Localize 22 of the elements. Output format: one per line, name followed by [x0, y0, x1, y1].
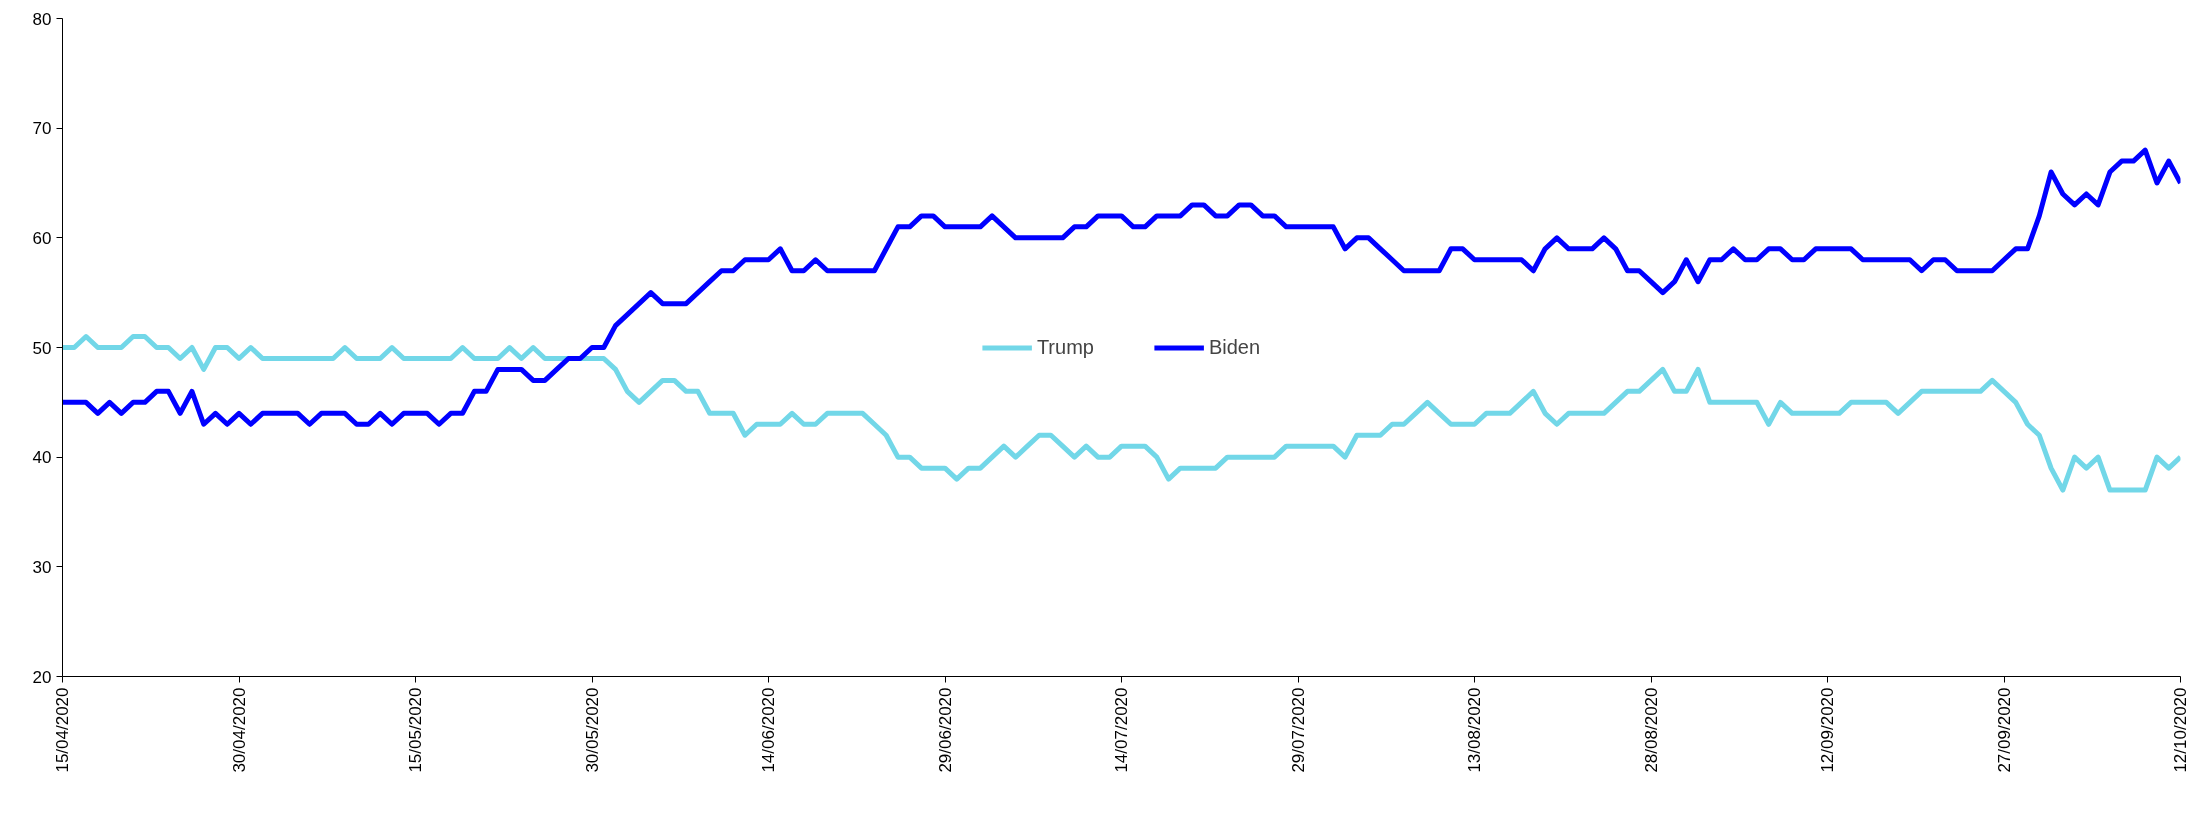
legend-label: Trump — [1036, 335, 1094, 359]
x-tick-label: 14/07/2020 — [1112, 687, 1131, 773]
x-tick-label: 28/08/2020 — [1641, 687, 1661, 773]
y-tick-label: 80 — [32, 9, 52, 29]
x-tick-label: 12/10/2020 — [2171, 687, 2190, 773]
y-tick-label: 70 — [32, 119, 52, 139]
legend-label: Biden — [1208, 335, 1261, 359]
x-tick-label: 12/09/2020 — [1818, 687, 1837, 773]
x-tick-label: 29/06/2020 — [935, 687, 955, 773]
y-tick-label: 50 — [32, 338, 52, 358]
x-tick-label: 29/07/2020 — [1288, 687, 1308, 773]
x-tick-label: 15/04/2020 — [53, 687, 72, 773]
y-tick-label: 40 — [32, 448, 52, 468]
y-tick-label: 30 — [32, 557, 52, 577]
x-tick-label: 15/05/2020 — [406, 687, 425, 773]
x-tick-label: 30/05/2020 — [582, 687, 602, 773]
x-tick-label: 30/04/2020 — [229, 687, 249, 773]
y-tick-label: 60 — [32, 228, 52, 248]
y-tick-label: 20 — [32, 667, 52, 687]
x-tick-label: 14/06/2020 — [759, 687, 778, 773]
x-tick-label: 13/08/2020 — [1465, 687, 1484, 773]
x-tick-label: 27/09/2020 — [1994, 687, 2014, 773]
